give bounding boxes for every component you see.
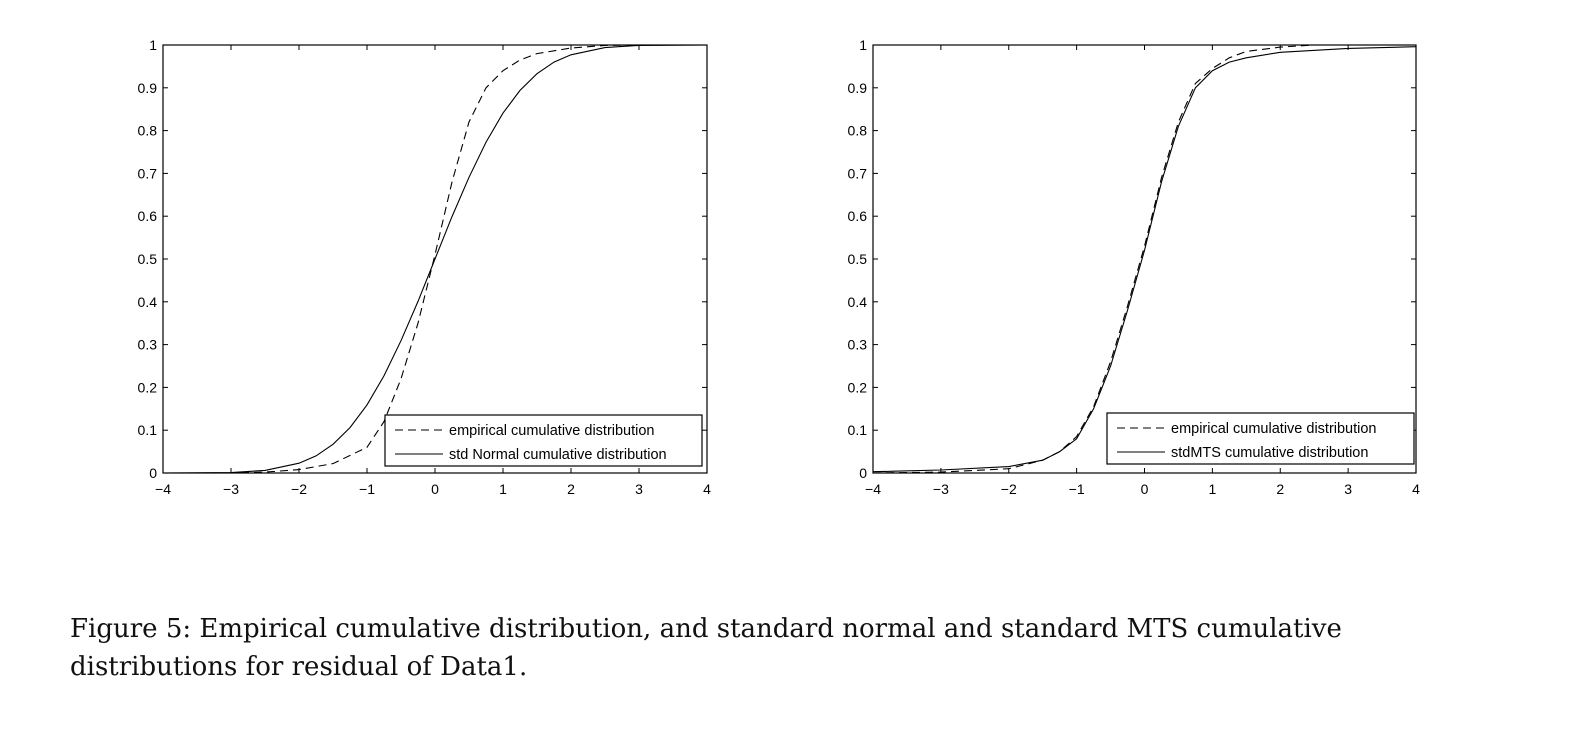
x-tick-label: −2 — [291, 481, 307, 497]
x-tick-label: 2 — [1276, 481, 1284, 497]
y-tick-label: 1 — [149, 37, 157, 53]
x-tick-label: −4 — [865, 481, 881, 497]
y-tick-label: 0.9 — [138, 80, 158, 96]
y-tick-label: 0.3 — [848, 337, 868, 353]
caption-line-2: distributions for residual of Data1. — [70, 652, 528, 682]
figure-caption: Figure 5: Empirical cumulative distribut… — [70, 610, 1510, 686]
x-tick-label: −4 — [155, 481, 171, 497]
y-tick-label: 0.4 — [848, 294, 868, 310]
x-tick-label: 1 — [1208, 481, 1216, 497]
legend-label: empirical cumulative distribution — [449, 423, 655, 439]
y-tick-label: 0.6 — [138, 208, 158, 224]
x-tick-label: 0 — [1141, 481, 1149, 497]
x-tick-label: −1 — [1069, 481, 1085, 497]
legend-box — [384, 414, 703, 467]
x-tick-label: 3 — [635, 481, 643, 497]
y-tick-label: 0.8 — [138, 123, 158, 139]
x-tick-label: −3 — [223, 481, 239, 497]
y-tick-label: 0.8 — [848, 123, 868, 139]
y-tick-label: 0.7 — [848, 165, 868, 181]
series-line-model — [872, 46, 1417, 473]
legend-label: empirical cumulative distribution — [1171, 421, 1377, 437]
x-tick-label: 2 — [567, 481, 575, 497]
x-tick-label: 0 — [431, 481, 439, 497]
series-line-model — [162, 44, 708, 474]
legend: empirical cumulative distribution stdMTS … — [1106, 412, 1415, 465]
y-tick-label: 0.6 — [848, 208, 868, 224]
y-tick-label: 0.7 — [138, 165, 158, 181]
x-tick-label: −2 — [1001, 481, 1017, 497]
series-line-empirical — [872, 44, 1416, 474]
chart-panel-1: −4 −3 −2 −1 0 1 2 3 4 0 0.1 0.2 0.3 0.4 0.5 0.6 0.7 0.8 0.… — [138, 37, 712, 497]
chart-panel-2: −4 −3 −2 −1 0 1 2 3 4 0 0.1 0.2 0.3 0.4 0.5 0.6 0.7 0.8 0.… — [848, 37, 1421, 497]
y-tick-label: 0.2 — [138, 379, 158, 395]
y-tick-label: 0 — [149, 465, 157, 481]
y-tick-label: 0 — [859, 465, 867, 481]
caption-line-1: Figure 5: Empirical cumulative distribut… — [70, 614, 1342, 644]
legend: empirical cumulative distribution std Nor… — [384, 414, 703, 467]
y-tick-label: 0.5 — [848, 251, 868, 267]
y-tick-label: 0.1 — [848, 422, 868, 438]
plot-frame — [872, 44, 1417, 474]
legend-box — [1106, 412, 1415, 465]
legend-label: std Normal cumulative distribution — [449, 447, 667, 463]
x-tick-label: 1 — [499, 481, 507, 497]
y-tick-label: 0.1 — [138, 422, 158, 438]
x-tick-label: 3 — [1344, 481, 1352, 497]
y-tick-label: 0.9 — [848, 80, 868, 96]
y-tick-label: 0.3 — [138, 337, 158, 353]
y-tick-label: 0.5 — [138, 251, 158, 267]
legend-label: stdMTS cumulative distribution — [1171, 445, 1368, 461]
x-tick-label: 4 — [703, 481, 711, 497]
x-tick-label: −3 — [933, 481, 949, 497]
y-tick-label: 0.4 — [138, 294, 158, 310]
x-tick-label: −1 — [359, 481, 375, 497]
y-tick-label: 0.2 — [848, 379, 868, 395]
series-line-empirical — [163, 44, 707, 474]
y-tick-label: 1 — [859, 37, 867, 53]
x-tick-label: 4 — [1412, 481, 1420, 497]
